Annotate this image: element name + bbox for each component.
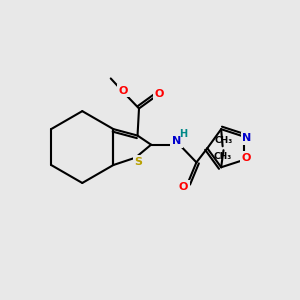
Text: S: S — [134, 157, 142, 167]
Text: O: O — [107, 72, 108, 73]
Text: O: O — [242, 153, 251, 163]
Text: O: O — [119, 86, 128, 96]
Text: CH₃: CH₃ — [214, 136, 232, 145]
Text: O: O — [154, 89, 164, 99]
Text: CH₃: CH₃ — [214, 152, 232, 160]
Text: N: N — [172, 136, 181, 146]
Text: H: H — [179, 129, 188, 140]
Text: O: O — [179, 182, 188, 192]
Text: N: N — [242, 133, 252, 143]
